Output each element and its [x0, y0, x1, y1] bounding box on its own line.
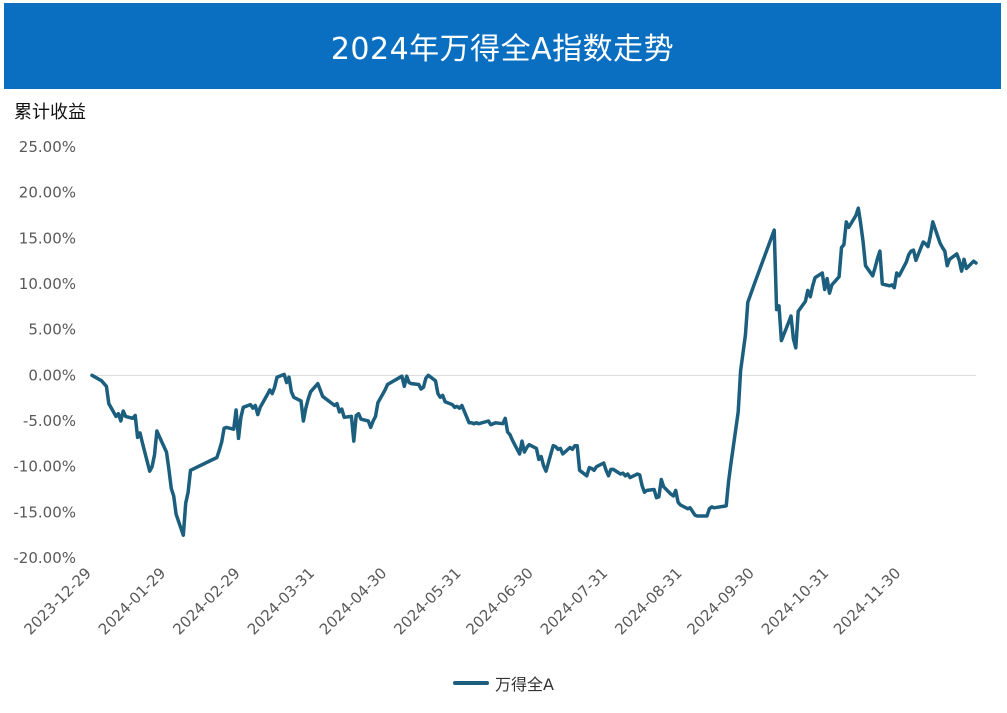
y-tick-label: -15.00% — [13, 503, 76, 521]
x-tick-label: 2024-01-29 — [95, 564, 169, 638]
y-axis-label: 累计收益 — [14, 102, 86, 123]
chart-title: 2024年万得全A指数走势 — [330, 32, 675, 67]
x-tick-label: 2024-05-31 — [390, 564, 464, 638]
x-tick-label: 2023-12-29 — [20, 564, 94, 638]
y-tick-label: 10.00% — [19, 275, 76, 293]
legend-swatch — [453, 681, 490, 685]
legend-label: 万得全A — [495, 675, 554, 694]
x-tick-label: 2024-06-30 — [462, 564, 536, 638]
x-axis-ticks: 2023-12-29 2024-01-29 2024-02-29 2024-03-31… — [20, 564, 904, 638]
y-tick-label: 0.00% — [28, 366, 76, 384]
x-tick-label: 2024-04-30 — [316, 564, 390, 638]
y-tick-label: -10.00% — [13, 458, 76, 476]
series-group — [90, 206, 978, 537]
x-tick-label: 2024-08-31 — [611, 564, 685, 638]
y-tick-label: -20.00% — [13, 549, 76, 567]
y-tick-label: -5.00% — [23, 412, 76, 430]
legend: 万得全A — [0, 670, 1007, 696]
x-tick-label: 2024-10-31 — [758, 564, 832, 638]
x-tick-label: 2024-09-30 — [683, 564, 757, 638]
y-tick-label: 20.00% — [19, 184, 76, 202]
x-tick-label: 2024-11-30 — [830, 564, 904, 638]
y-tick-label: 15.00% — [19, 229, 76, 247]
x-tick-label: 2024-03-31 — [244, 564, 318, 638]
x-tick-label: 2024-02-29 — [169, 564, 243, 638]
y-tick-label: 25.00% — [19, 138, 76, 156]
chart-header: 2024年万得全A指数走势 — [4, 3, 1001, 89]
series-line — [90, 206, 978, 537]
y-tick-label: 5.00% — [28, 321, 76, 339]
y-axis-ticks: 25.00% 20.00% 15.00% 10.00% 5.00% 0.00% -5.00%… — [13, 138, 76, 567]
x-tick-label: 2024-07-31 — [537, 564, 611, 638]
